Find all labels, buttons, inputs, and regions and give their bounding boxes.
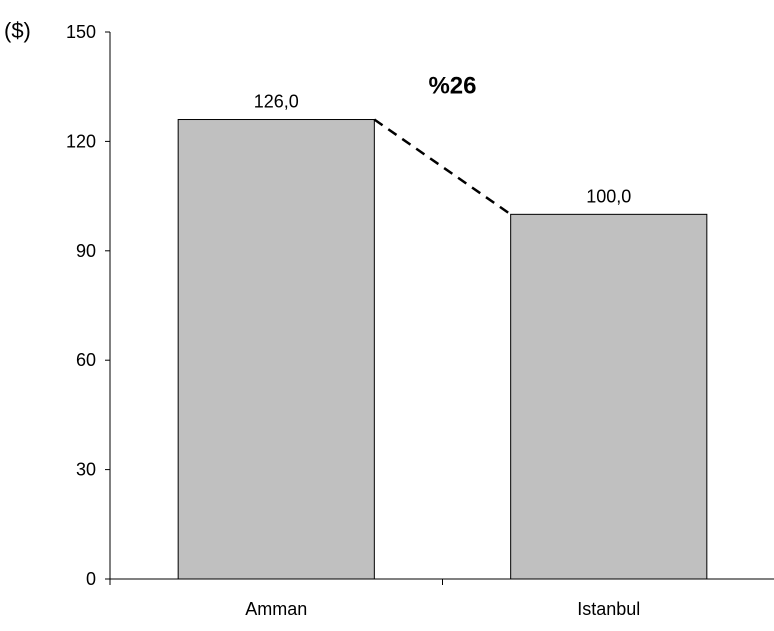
change-annotation: %26 (373, 73, 512, 216)
x-category-label: Istanbul (577, 599, 640, 619)
data-label-amman: 126,0 (254, 92, 299, 112)
axes: 0 30 60 90 120 150 Amman Istanbul (66, 22, 774, 619)
y-tick-label: 60 (76, 350, 96, 370)
y-axis-unit-label: ($) (4, 18, 31, 43)
y-tick-label: 90 (76, 241, 96, 261)
y-tick-label: 120 (66, 131, 96, 151)
bar-istanbul (510, 213, 708, 580)
bars (177, 119, 708, 580)
data-labels: 126,0 100,0 (254, 92, 632, 207)
bar-amman (177, 119, 375, 580)
y-tick-label: 150 (66, 22, 96, 42)
y-tick-label: 30 (76, 460, 96, 480)
y-tick-label: 0 (86, 569, 96, 589)
x-category-label: Amman (245, 599, 307, 619)
change-dashed-line (373, 118, 512, 216)
change-percent-label: %26 (428, 73, 476, 100)
data-label-istanbul: 100,0 (586, 186, 631, 206)
